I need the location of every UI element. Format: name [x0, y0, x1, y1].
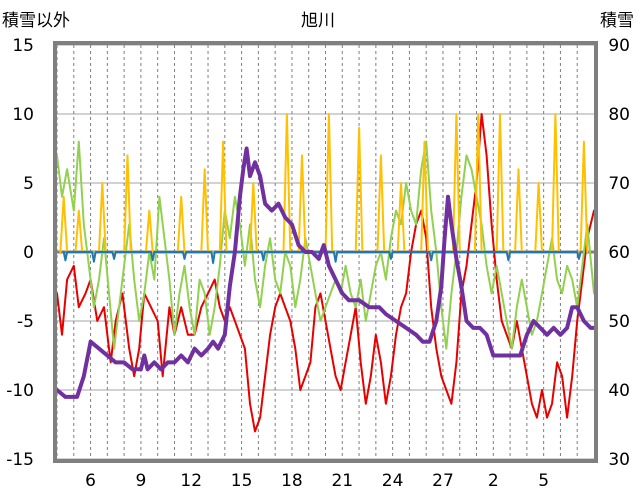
x-tick-label: 21: [331, 471, 353, 491]
plot-frame: [53, 41, 598, 463]
left-tick-label: -10: [6, 381, 34, 401]
x-tick-labels: 6 9 12 15 18 21 24 27 2 5: [85, 471, 549, 491]
x-tick-label: 12: [180, 471, 202, 491]
left-tick-label: 10: [12, 105, 34, 125]
right-tick-label: 30: [608, 450, 630, 470]
x-tick-label: 18: [281, 471, 303, 491]
x-tick-label: 6: [85, 471, 96, 491]
x-tick-label: 24: [382, 471, 404, 491]
right-tick-label: 70: [608, 174, 630, 194]
right-tick-label: 40: [608, 381, 630, 401]
left-tick-label: 0: [23, 243, 34, 263]
left-tick-label: 15: [12, 36, 34, 56]
right-axis-label: 積雪: [600, 11, 634, 31]
x-tick-label: 2: [488, 471, 499, 491]
series-line-2: [56, 140, 595, 350]
left-tick-label: -15: [6, 450, 34, 470]
x-tick-label: 9: [135, 471, 146, 491]
left-axis-label: 積雪以外: [2, 11, 70, 31]
series-line-1: [56, 113, 595, 433]
right-tick-label: 50: [608, 312, 630, 332]
left-tick-label: 5: [23, 174, 34, 194]
x-tick-label: 15: [231, 471, 253, 491]
left-tick-label: -5: [17, 312, 34, 332]
series-layer: [55, 113, 596, 433]
right-tick-label: 60: [608, 243, 630, 263]
right-tick-labels: 90 80 70 60 50 40 30: [608, 36, 630, 470]
x-tick-label: 27: [432, 471, 454, 491]
x-tick-label: 5: [538, 471, 549, 491]
chart-title: 旭川: [301, 11, 335, 31]
left-tick-labels: 15 10 5 0 -5 -10 -15: [6, 36, 34, 470]
right-tick-label: 80: [608, 105, 630, 125]
series-line-5: [55, 146, 596, 399]
right-tick-label: 90: [608, 36, 630, 56]
